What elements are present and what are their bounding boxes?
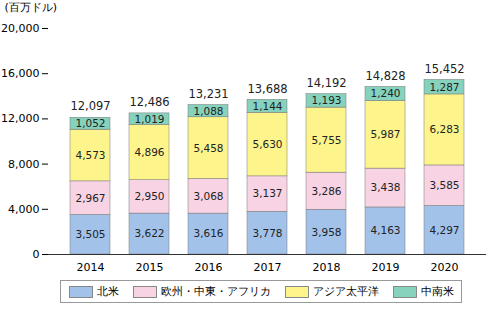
svg-text:3,438: 3,438 <box>370 181 400 193</box>
svg-text:3,778: 3,778 <box>252 227 282 239</box>
svg-text:8,000: 8,000 <box>8 158 40 171</box>
svg-text:13,688: 13,688 <box>247 82 287 96</box>
html-text:北米: 北米 <box>96 285 119 298</box>
svg-text:3,616: 3,616 <box>193 227 223 239</box>
svg-text:16,000: 16,000 <box>1 67 40 80</box>
svg-text:1,019: 1,019 <box>134 113 164 125</box>
svg-text:12,000: 12,000 <box>1 112 40 125</box>
svg-text:2015: 2015 <box>136 261 164 274</box>
svg-text:4,163: 4,163 <box>370 224 400 236</box>
svg-text:0: 0 <box>33 248 40 261</box>
svg-text:3,622: 3,622 <box>134 227 164 239</box>
html-text:中南米: 中南米 <box>420 285 454 298</box>
svg-text:4,297: 4,297 <box>429 224 459 236</box>
svg-text:3,585: 3,585 <box>429 179 459 191</box>
svg-text:6,283: 6,283 <box>429 123 459 135</box>
svg-text:5,458: 5,458 <box>193 141 223 153</box>
svg-text:2014: 2014 <box>77 261 105 274</box>
svg-text:1,052: 1,052 <box>75 117 105 129</box>
svg-text:2020: 2020 <box>431 261 459 274</box>
svg-text:4,896: 4,896 <box>134 146 164 158</box>
svg-text:(百万ドル): (百万ドル) <box>5 1 58 14</box>
svg-text:12,097: 12,097 <box>70 99 110 113</box>
svg-text:5,630: 5,630 <box>252 138 282 150</box>
svg-text:4,000: 4,000 <box>8 203 40 216</box>
svg-text:3,137: 3,137 <box>252 187 282 199</box>
svg-text:1,144: 1,144 <box>252 100 282 112</box>
svg-text:1,240: 1,240 <box>370 87 400 99</box>
svg-text:14,192: 14,192 <box>306 76 346 90</box>
svg-text:2017: 2017 <box>254 261 282 274</box>
svg-text:14,828: 14,828 <box>365 69 405 83</box>
svg-text:3,505: 3,505 <box>75 228 105 240</box>
svg-text:1,287: 1,287 <box>429 81 459 93</box>
svg-text:2018: 2018 <box>313 261 341 274</box>
svg-text:3,068: 3,068 <box>193 190 223 202</box>
svg-text:5,987: 5,987 <box>370 128 400 140</box>
svg-text:2019: 2019 <box>372 261 400 274</box>
svg-text:2016: 2016 <box>195 261 223 274</box>
svg-text:2,950: 2,950 <box>134 190 164 202</box>
svg-text:3,286: 3,286 <box>311 185 341 197</box>
svg-text:15,452: 15,452 <box>424 62 464 76</box>
svg-text:2,967: 2,967 <box>75 191 105 203</box>
svg-text:1,088: 1,088 <box>193 105 223 117</box>
svg-text:5,755: 5,755 <box>311 133 341 145</box>
html-text:欧州・中東・アフリカ: 欧州・中東・アフリカ <box>160 285 271 298</box>
svg-text:12,486: 12,486 <box>129 95 169 109</box>
svg-text:3,958: 3,958 <box>311 225 341 237</box>
svg-text:20,000: 20,000 <box>1 22 40 35</box>
svg-text:13,231: 13,231 <box>188 87 228 101</box>
svg-text:4,573: 4,573 <box>75 149 105 161</box>
html-text:アジア太平洋: アジア太平洋 <box>312 285 379 298</box>
svg-text:1,193: 1,193 <box>311 94 341 106</box>
